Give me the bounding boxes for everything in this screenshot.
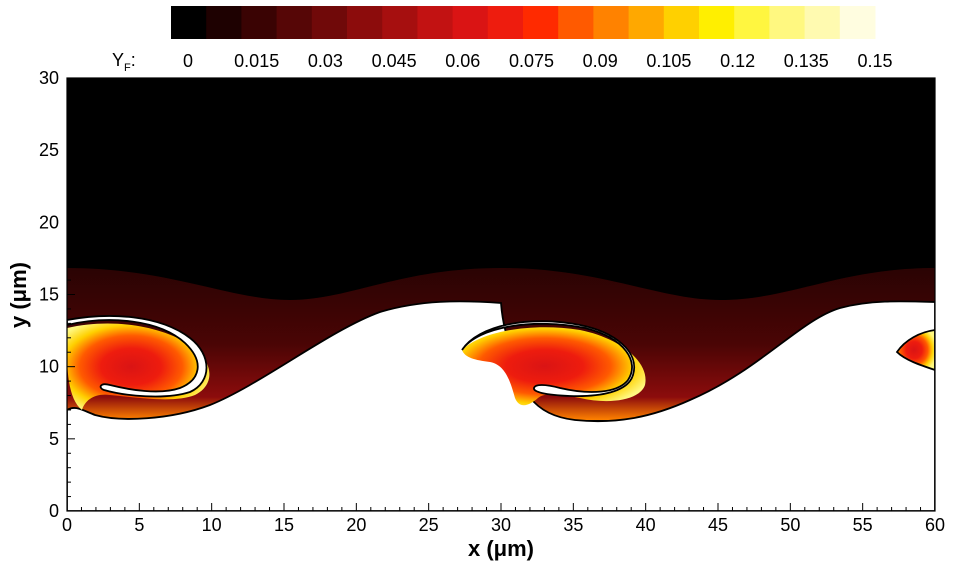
colorbar-swatch bbox=[523, 6, 559, 39]
y-axis: 0 5 10 15 20 25 30 bbox=[39, 68, 75, 521]
colorbar-swatches bbox=[171, 6, 876, 39]
x-axis-label: x (μm) bbox=[468, 536, 534, 561]
x-tick-label: 45 bbox=[708, 515, 728, 535]
x-tick-label: 60 bbox=[925, 515, 945, 535]
y-tick-label: 15 bbox=[39, 285, 59, 305]
x-tick-label: 20 bbox=[346, 515, 366, 535]
colorbar-swatch bbox=[487, 6, 524, 39]
colorbar-swatch bbox=[311, 6, 348, 39]
colorbar-tick-label: 0.135 bbox=[784, 51, 829, 71]
colorbar: YF: 0 0.015 0.03 0.045 0.06 0.075 0.09 0.105 0.1… bbox=[112, 6, 893, 74]
x-tick-label: 50 bbox=[780, 515, 800, 535]
colorbar-tick-label: 0.03 bbox=[308, 51, 343, 71]
colorbar-swatch bbox=[663, 6, 700, 39]
colorbar-swatch bbox=[206, 6, 242, 39]
colorbar-tick-labels: 0 0.015 0.03 0.045 0.06 0.075 0.09 0.105 0.12 0.1… bbox=[183, 51, 893, 71]
x-tick-label: 25 bbox=[419, 515, 439, 535]
colorbar-swatch bbox=[769, 6, 806, 39]
x-tick-label: 10 bbox=[202, 515, 222, 535]
colorbar-swatch bbox=[382, 6, 418, 39]
colorbar-swatch bbox=[171, 6, 207, 39]
colorbar-tick-label: 0.09 bbox=[583, 51, 618, 71]
contour-field bbox=[67, 78, 935, 511]
colorbar-tick-label: 0.06 bbox=[445, 51, 480, 71]
y-tick-label: 30 bbox=[39, 68, 59, 88]
plot-area: 0 5 10 15 20 25 30 35 40 45 50 55 60 0 5 10 15 20 25 30 bbox=[39, 68, 945, 535]
x-tick-label: 5 bbox=[134, 515, 144, 535]
x-axis: 0 5 10 15 20 25 30 35 40 45 50 55 60 bbox=[62, 503, 945, 535]
x-tick-label: 30 bbox=[491, 515, 511, 535]
y-tick-label: 10 bbox=[39, 357, 59, 377]
x-tick-label: 40 bbox=[636, 515, 656, 535]
vortex-roll-1-white-tongue bbox=[67, 315, 208, 398]
vortex-roll-2-white-tongue bbox=[461, 320, 636, 398]
x-tick-label: 15 bbox=[274, 515, 294, 535]
colorbar-tick-label: 0.15 bbox=[857, 51, 892, 71]
colorbar-swatch bbox=[734, 6, 770, 39]
colorbar-swatch bbox=[628, 6, 665, 39]
x-tick-label: 35 bbox=[563, 515, 583, 535]
colorbar-tick-label: 0.015 bbox=[234, 51, 279, 71]
x-tick-label: 0 bbox=[62, 515, 72, 535]
colorbar-tick-label: 0.075 bbox=[509, 51, 554, 71]
colorbar-tick-label: 0.105 bbox=[646, 51, 691, 71]
y-tick-label: 0 bbox=[49, 501, 59, 521]
y-tick-label: 25 bbox=[39, 140, 59, 160]
colorbar-swatch bbox=[699, 6, 735, 39]
colorbar-swatch bbox=[839, 6, 876, 39]
colorbar-swatch bbox=[452, 6, 489, 39]
colorbar-tick-label: 0.12 bbox=[720, 51, 755, 71]
y-tick-label: 5 bbox=[49, 429, 59, 449]
colorbar-swatch bbox=[241, 6, 278, 39]
colorbar-label: YF: bbox=[112, 50, 136, 74]
colorbar-swatch bbox=[417, 6, 454, 39]
vortex-roll-3 bbox=[895, 329, 935, 371]
y-tick-label: 20 bbox=[39, 212, 59, 232]
y-axis-label: y (μm) bbox=[6, 262, 31, 328]
colorbar-swatch bbox=[347, 6, 383, 39]
colorbar-tick-label: 0 bbox=[183, 51, 193, 71]
colorbar-swatch bbox=[593, 6, 630, 39]
colorbar-swatch bbox=[558, 6, 594, 39]
vortex-roll-2 bbox=[462, 327, 646, 406]
colorbar-swatch bbox=[804, 6, 841, 39]
x-tick-label: 55 bbox=[853, 515, 873, 535]
colorbar-tick-label: 0.045 bbox=[372, 51, 417, 71]
colorbar-swatch bbox=[276, 6, 313, 39]
